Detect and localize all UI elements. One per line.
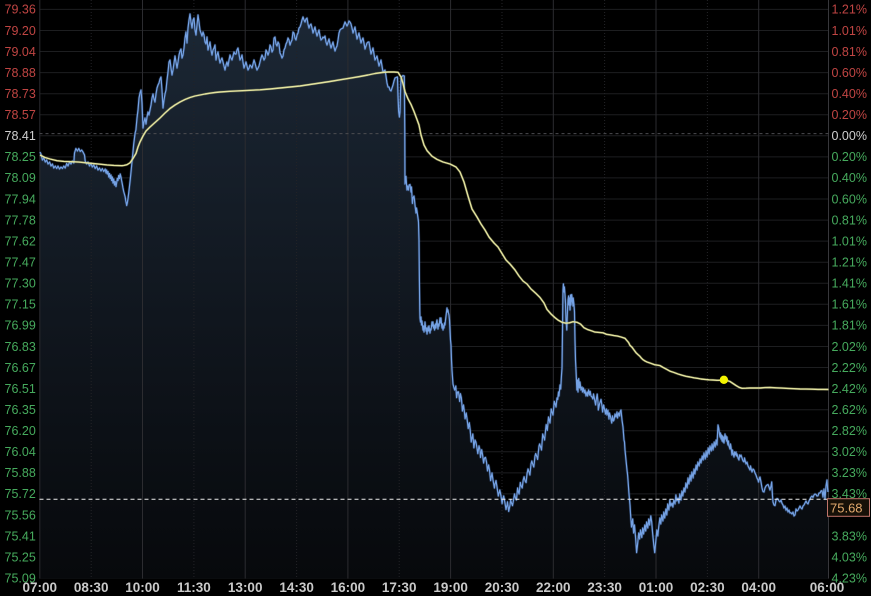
svg-text:3.83%: 3.83% — [832, 529, 867, 543]
svg-text:0.40%: 0.40% — [832, 171, 867, 185]
svg-text:0.40%: 0.40% — [832, 87, 867, 101]
svg-text:08:30: 08:30 — [74, 580, 109, 595]
svg-text:07:00: 07:00 — [23, 580, 58, 595]
svg-text:79.36: 79.36 — [5, 3, 36, 17]
svg-text:76.99: 76.99 — [5, 319, 36, 333]
svg-text:78.57: 78.57 — [5, 108, 36, 122]
svg-text:06:00: 06:00 — [810, 580, 845, 595]
svg-text:76.04: 76.04 — [5, 445, 36, 459]
svg-text:75.41: 75.41 — [5, 529, 36, 543]
svg-text:1.01%: 1.01% — [832, 234, 867, 248]
svg-text:16:00: 16:00 — [331, 580, 366, 595]
svg-text:2.82%: 2.82% — [832, 424, 867, 438]
svg-text:76.51: 76.51 — [5, 382, 36, 396]
svg-text:20:30: 20:30 — [485, 580, 520, 595]
svg-text:0.81%: 0.81% — [832, 213, 867, 227]
svg-text:75.88: 75.88 — [5, 466, 36, 480]
svg-text:77.47: 77.47 — [5, 256, 36, 270]
svg-text:23:30: 23:30 — [587, 580, 622, 595]
svg-text:78.88: 78.88 — [5, 66, 36, 80]
svg-text:77.15: 77.15 — [5, 298, 36, 312]
svg-text:19:00: 19:00 — [433, 580, 468, 595]
svg-text:78.41: 78.41 — [5, 129, 36, 143]
svg-text:2.22%: 2.22% — [832, 361, 867, 375]
svg-text:0.81%: 0.81% — [832, 45, 867, 59]
svg-text:78.25: 78.25 — [5, 150, 36, 164]
svg-text:0.00%: 0.00% — [832, 129, 867, 143]
svg-text:77.62: 77.62 — [5, 234, 36, 248]
svg-text:17:30: 17:30 — [382, 580, 417, 595]
svg-text:1.41%: 1.41% — [832, 277, 867, 291]
svg-text:10:00: 10:00 — [125, 580, 160, 595]
svg-text:01:00: 01:00 — [639, 580, 674, 595]
svg-text:75.09: 75.09 — [5, 572, 36, 586]
svg-text:04:00: 04:00 — [741, 580, 776, 595]
svg-text:75.72: 75.72 — [5, 487, 36, 501]
svg-text:3.02%: 3.02% — [832, 445, 867, 459]
svg-text:22:00: 22:00 — [536, 580, 571, 595]
svg-text:79.20: 79.20 — [5, 24, 36, 38]
svg-text:78.73: 78.73 — [5, 87, 36, 101]
svg-text:76.83: 76.83 — [5, 340, 36, 354]
svg-text:1.81%: 1.81% — [832, 319, 867, 333]
svg-text:75.68: 75.68 — [830, 501, 863, 516]
svg-text:75.56: 75.56 — [5, 508, 36, 522]
svg-text:4.23%: 4.23% — [832, 572, 867, 586]
svg-text:4.03%: 4.03% — [832, 550, 867, 564]
svg-text:13:00: 13:00 — [228, 580, 263, 595]
svg-text:77.78: 77.78 — [5, 213, 36, 227]
svg-text:11:30: 11:30 — [177, 580, 211, 595]
svg-text:02:30: 02:30 — [690, 580, 725, 595]
svg-text:3.43%: 3.43% — [832, 487, 867, 501]
svg-text:14:30: 14:30 — [279, 580, 314, 595]
svg-text:1.21%: 1.21% — [832, 3, 867, 17]
svg-text:75.25: 75.25 — [5, 550, 36, 564]
svg-text:2.62%: 2.62% — [832, 403, 867, 417]
svg-text:76.20: 76.20 — [5, 424, 36, 438]
svg-text:77.94: 77.94 — [5, 192, 36, 206]
svg-text:0.20%: 0.20% — [832, 108, 867, 122]
svg-text:2.02%: 2.02% — [832, 340, 867, 354]
svg-text:2.42%: 2.42% — [832, 382, 867, 396]
svg-text:76.67: 76.67 — [5, 361, 36, 375]
svg-text:79.04: 79.04 — [5, 45, 36, 59]
svg-text:77.30: 77.30 — [5, 277, 36, 291]
svg-text:1.21%: 1.21% — [832, 256, 867, 270]
svg-text:0.20%: 0.20% — [832, 150, 867, 164]
svg-text:76.35: 76.35 — [5, 403, 36, 417]
svg-text:78.09: 78.09 — [5, 171, 36, 185]
svg-text:1.01%: 1.01% — [832, 24, 867, 38]
svg-text:1.61%: 1.61% — [832, 298, 867, 312]
svg-text:3.23%: 3.23% — [832, 466, 867, 480]
svg-text:0.60%: 0.60% — [832, 192, 867, 206]
svg-text:0.60%: 0.60% — [832, 66, 867, 80]
